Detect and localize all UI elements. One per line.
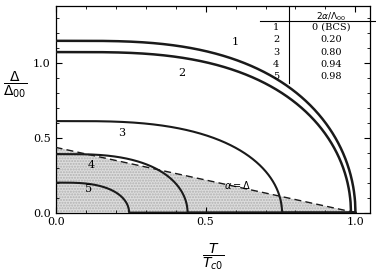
Text: $\alpha = \Delta$: $\alpha = \Delta$ [224,179,250,191]
Text: 5: 5 [85,184,92,194]
Text: $\dfrac{T}{T_{c0}}$: $\dfrac{T}{T_{c0}}$ [202,242,224,272]
Text: 0.20: 0.20 [321,35,342,44]
Text: 4: 4 [88,160,95,170]
Text: 3: 3 [118,128,125,138]
Text: 5: 5 [273,72,279,81]
Text: 0.98: 0.98 [321,72,342,81]
Text: 4: 4 [273,60,279,69]
Text: $2\alpha/\Lambda_{00}$: $2\alpha/\Lambda_{00}$ [316,10,347,23]
Text: 1: 1 [273,23,279,32]
Text: 0.94: 0.94 [321,60,342,69]
Text: 1: 1 [232,37,239,47]
Text: 2: 2 [273,35,279,44]
Text: 0.80: 0.80 [321,48,342,57]
Text: 0 (BCS): 0 (BCS) [312,23,351,32]
Text: 2: 2 [178,68,185,78]
Text: $\dfrac{\Delta}{\Delta_{00}}$: $\dfrac{\Delta}{\Delta_{00}}$ [3,69,27,100]
Text: 3: 3 [273,48,279,57]
